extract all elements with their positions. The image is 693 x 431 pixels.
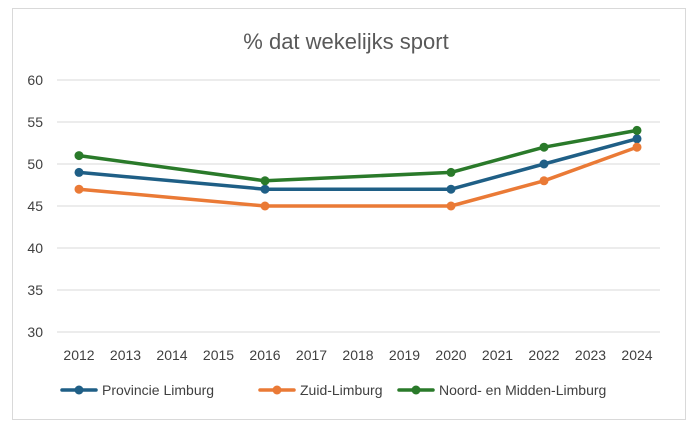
legend: Provincie Limburg Zuid-Limburg Noord- en M…: [60, 382, 606, 398]
legend-swatch-marker: [74, 385, 84, 395]
x-tick-label: 2018: [342, 347, 373, 363]
x-tick-label: 2014: [156, 347, 187, 363]
y-axis-ticks: 30 35 40 45 50 55 60: [27, 72, 43, 340]
data-point: [74, 151, 84, 161]
series-line: [77, 128, 639, 183]
legend-label: Provincie Limburg: [102, 382, 214, 398]
x-tick-label: 2015: [203, 347, 234, 363]
data-point: [539, 176, 549, 186]
series: [74, 134, 642, 194]
chart-frame: [12, 8, 686, 420]
x-tick-label: 2017: [296, 347, 327, 363]
x-tick-label: 2019: [389, 347, 420, 363]
data-point: [446, 167, 456, 177]
x-tick-label: 2020: [435, 347, 466, 363]
data-point: [446, 201, 456, 211]
data-point: [74, 167, 84, 177]
legend-swatch-marker: [411, 385, 421, 395]
x-tick-label: 2021: [482, 347, 513, 363]
series-group: [74, 125, 642, 211]
data-point: [539, 159, 549, 169]
x-tick-label: 2024: [621, 347, 652, 363]
legend-item: Provincie Limburg: [60, 382, 214, 398]
data-point: [260, 201, 270, 211]
legend-swatch-marker: [272, 385, 282, 395]
data-point: [632, 125, 642, 135]
legend-label: Noord- en Midden-Limburg: [439, 382, 606, 398]
series: [74, 142, 642, 211]
y-tick-label: 30: [27, 324, 43, 340]
chart-title: % dat wekelijks sport: [243, 29, 448, 54]
series: [74, 125, 642, 186]
y-tick-label: 35: [27, 282, 43, 298]
data-point: [539, 142, 549, 152]
data-point: [632, 134, 642, 144]
x-tick-label: 2023: [575, 347, 606, 363]
data-point: [446, 184, 456, 194]
data-point: [74, 184, 84, 194]
y-tick-label: 60: [27, 72, 43, 88]
legend-item: Zuid-Limburg: [258, 382, 382, 398]
x-tick-label: 2013: [110, 347, 141, 363]
x-tick-label: 2022: [528, 347, 559, 363]
data-point: [260, 176, 270, 186]
y-tick-label: 45: [27, 198, 43, 214]
y-tick-label: 40: [27, 240, 43, 256]
y-tick-label: 50: [27, 156, 43, 172]
legend-label: Zuid-Limburg: [300, 382, 382, 398]
data-point: [260, 184, 270, 194]
x-tick-label: 2016: [249, 347, 280, 363]
legend-item: Noord- en Midden-Limburg: [397, 382, 606, 398]
y-tick-label: 55: [27, 114, 43, 130]
x-tick-label: 2012: [63, 347, 94, 363]
data-point: [632, 142, 642, 152]
gridlines: [57, 79, 660, 333]
x-axis-ticks: 2012 2013 2014 2015 2016 2017 2018 2019 2020 2021…: [63, 347, 652, 363]
